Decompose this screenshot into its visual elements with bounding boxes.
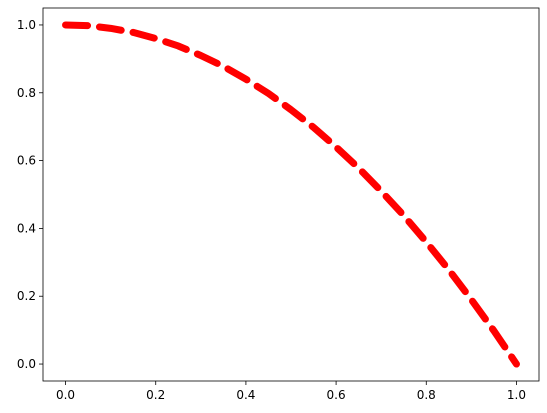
x-tick-label: 0.2 [146,388,165,402]
x-tick-label: 0.8 [417,388,436,402]
plot-area [62,21,520,368]
y-tick-label: 0.2 [17,289,36,303]
y-tick-label: 0.4 [17,221,36,235]
x-tick-label: 0.0 [56,388,75,402]
axes: 0.0 0.2 0.4 0.6 0.8 1.0 0.0 0.2 0.4 0.6 0.8 1.0 [17,7,540,402]
y-tick-label: 0.8 [17,86,36,100]
x-tick-label: 0.6 [327,388,346,402]
y-tick-label: 0.6 [17,154,36,168]
x-tick-label: 0.4 [236,388,255,402]
axes-frame [42,7,540,382]
y-tick-label: 1.0 [17,18,36,32]
x-tick-label: 1.0 [507,388,526,402]
series-line-0 [62,21,520,368]
y-tick-label: 0.0 [17,357,36,371]
